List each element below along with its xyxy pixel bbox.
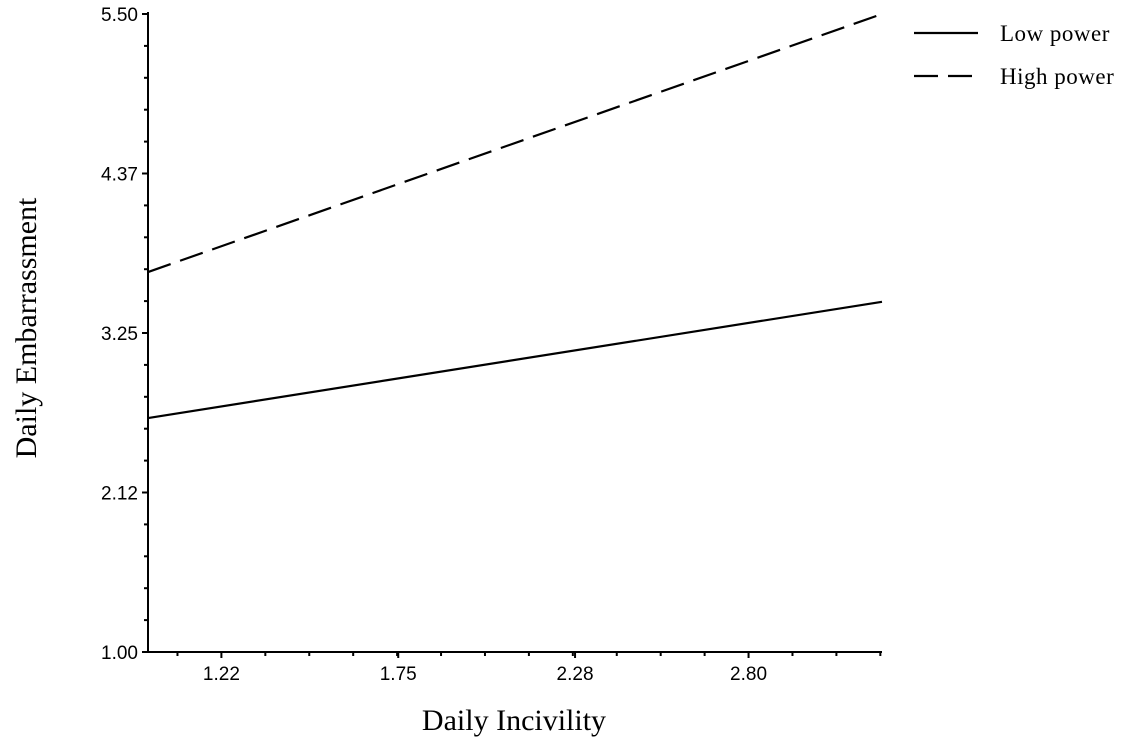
x-tick-label: 2.80 bbox=[730, 664, 767, 685]
y-tick-label: 5.50 bbox=[101, 5, 138, 26]
x-tick-label: 1.75 bbox=[380, 664, 417, 685]
x-tick-label: 1.22 bbox=[203, 664, 240, 685]
y-tick-label: 2.12 bbox=[101, 484, 138, 505]
axes bbox=[147, 12, 882, 653]
legend: Low power High power bbox=[914, 21, 1114, 89]
y-tick-label: 1.00 bbox=[101, 643, 138, 664]
high-power-line bbox=[147, 12, 883, 274]
legend-label: High power bbox=[1000, 64, 1114, 89]
x-axis-title: Daily Incivility bbox=[422, 704, 606, 737]
x-tick-label: 2.28 bbox=[557, 664, 594, 685]
y-axis-title: Daily Embarrassment bbox=[10, 197, 43, 458]
y-tick-label: 3.25 bbox=[101, 324, 138, 345]
x-axis-ticks: 1.22 1.75 2.28 2.80 bbox=[176, 652, 882, 685]
legend-label: Low power bbox=[1000, 21, 1110, 46]
low-power-line bbox=[147, 300, 883, 420]
y-axis-ticks: 1.00 2.12 3.25 4.37 5.50 bbox=[101, 5, 148, 664]
y-tick-label: 4.37 bbox=[101, 165, 138, 186]
series-layer bbox=[147, 12, 883, 420]
